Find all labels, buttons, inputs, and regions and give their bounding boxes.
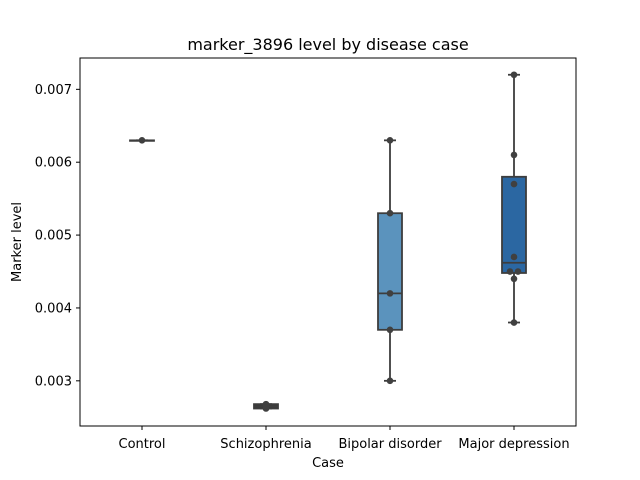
axes-frame xyxy=(79,57,577,427)
data-point xyxy=(506,268,514,275)
data-point xyxy=(138,137,146,144)
y-tick-label: 0.004 xyxy=(35,301,72,316)
data-point xyxy=(386,377,394,385)
data-point xyxy=(510,319,518,326)
chart-title: marker_3896 level by disease case xyxy=(187,35,468,55)
data-point xyxy=(510,71,518,79)
data-point xyxy=(386,137,394,144)
box-group xyxy=(377,137,403,385)
data-point xyxy=(510,253,518,261)
data-point xyxy=(510,180,518,188)
data-point xyxy=(514,268,522,275)
x-tick-label: Control xyxy=(119,437,166,452)
y-tick-label: 0.005 xyxy=(35,229,72,244)
data-point xyxy=(262,400,270,408)
data-point xyxy=(510,275,518,283)
box-iqr xyxy=(377,212,403,331)
axis-ticks: 0.003 0.004 0.005 0.006 0.007 Control Schizoph… xyxy=(35,83,570,452)
data-point xyxy=(386,326,394,334)
x-axis-label: Case xyxy=(312,456,344,471)
box-group xyxy=(253,400,279,412)
box-group xyxy=(129,137,155,144)
x-tick-label: Schizophrenia xyxy=(220,437,311,452)
data-point xyxy=(510,151,518,159)
y-axis-label: Marker level xyxy=(10,202,25,282)
y-tick-label: 0.003 xyxy=(35,374,72,389)
x-tick-label: Major depression xyxy=(458,437,569,452)
data-point xyxy=(386,209,394,217)
x-tick-label: Bipolar disorder xyxy=(338,437,442,452)
data-point xyxy=(386,290,394,297)
box-group xyxy=(501,71,527,326)
y-tick-label: 0.006 xyxy=(35,156,72,171)
y-tick-label: 0.007 xyxy=(35,83,72,98)
plot-area xyxy=(129,71,527,412)
